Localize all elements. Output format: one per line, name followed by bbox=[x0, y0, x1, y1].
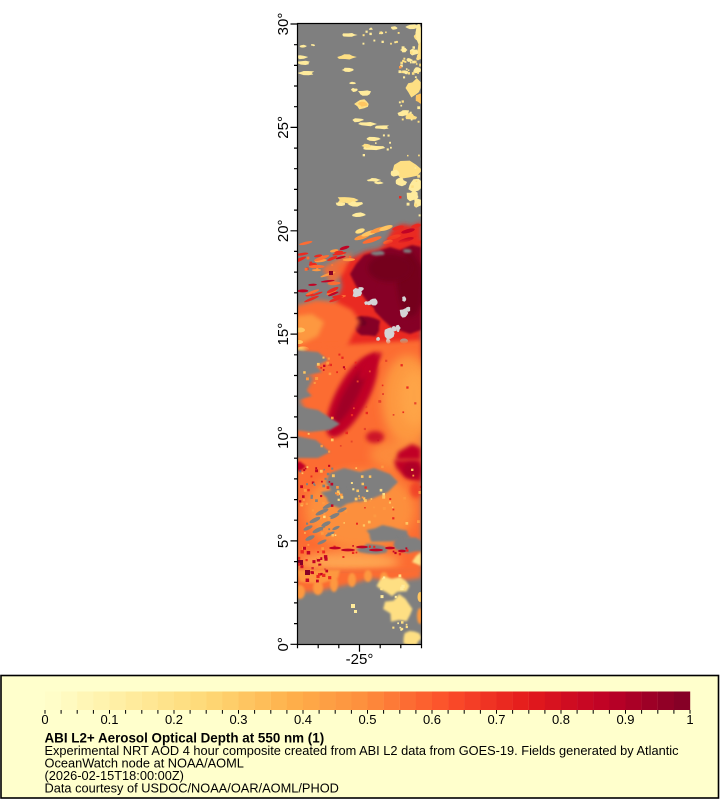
svg-text:ABI L2+ Aerosol Optical Depth: ABI L2+ Aerosol Optical Depth at 550 nm … bbox=[45, 731, 325, 746]
svg-text:0.6: 0.6 bbox=[423, 712, 441, 727]
svg-text:0.5: 0.5 bbox=[358, 712, 376, 727]
svg-text:20°: 20° bbox=[275, 219, 292, 242]
svg-text:0.2: 0.2 bbox=[165, 712, 183, 727]
svg-text:15°: 15° bbox=[275, 323, 292, 346]
svg-text:0.7: 0.7 bbox=[487, 712, 505, 727]
svg-text:0.3: 0.3 bbox=[229, 712, 247, 727]
svg-text:0.9: 0.9 bbox=[616, 712, 634, 727]
svg-text:Data courtesy of USDOC/NOAA/OA: Data courtesy of USDOC/NOAA/OAR/AOML/PHO… bbox=[45, 781, 339, 796]
svg-text:0: 0 bbox=[41, 712, 48, 727]
svg-text:-25°: -25° bbox=[346, 651, 374, 668]
svg-text:Experimental NRT AOD 4 hour co: Experimental NRT AOD 4 hour composite cr… bbox=[45, 743, 680, 758]
svg-text:OceanWatch node at NOAA/AOML: OceanWatch node at NOAA/AOML bbox=[45, 756, 244, 771]
svg-text:(2026-02-15T18:00:00Z): (2026-02-15T18:00:00Z) bbox=[45, 768, 184, 783]
svg-text:5°: 5° bbox=[275, 534, 292, 548]
svg-text:0°: 0° bbox=[275, 637, 292, 651]
svg-text:30°: 30° bbox=[275, 13, 292, 36]
svg-text:10°: 10° bbox=[275, 426, 292, 449]
svg-text:25°: 25° bbox=[275, 116, 292, 139]
svg-text:0.1: 0.1 bbox=[100, 712, 118, 727]
svg-text:0.8: 0.8 bbox=[552, 712, 570, 727]
svg-text:0.4: 0.4 bbox=[294, 712, 312, 727]
svg-text:1: 1 bbox=[686, 712, 693, 727]
